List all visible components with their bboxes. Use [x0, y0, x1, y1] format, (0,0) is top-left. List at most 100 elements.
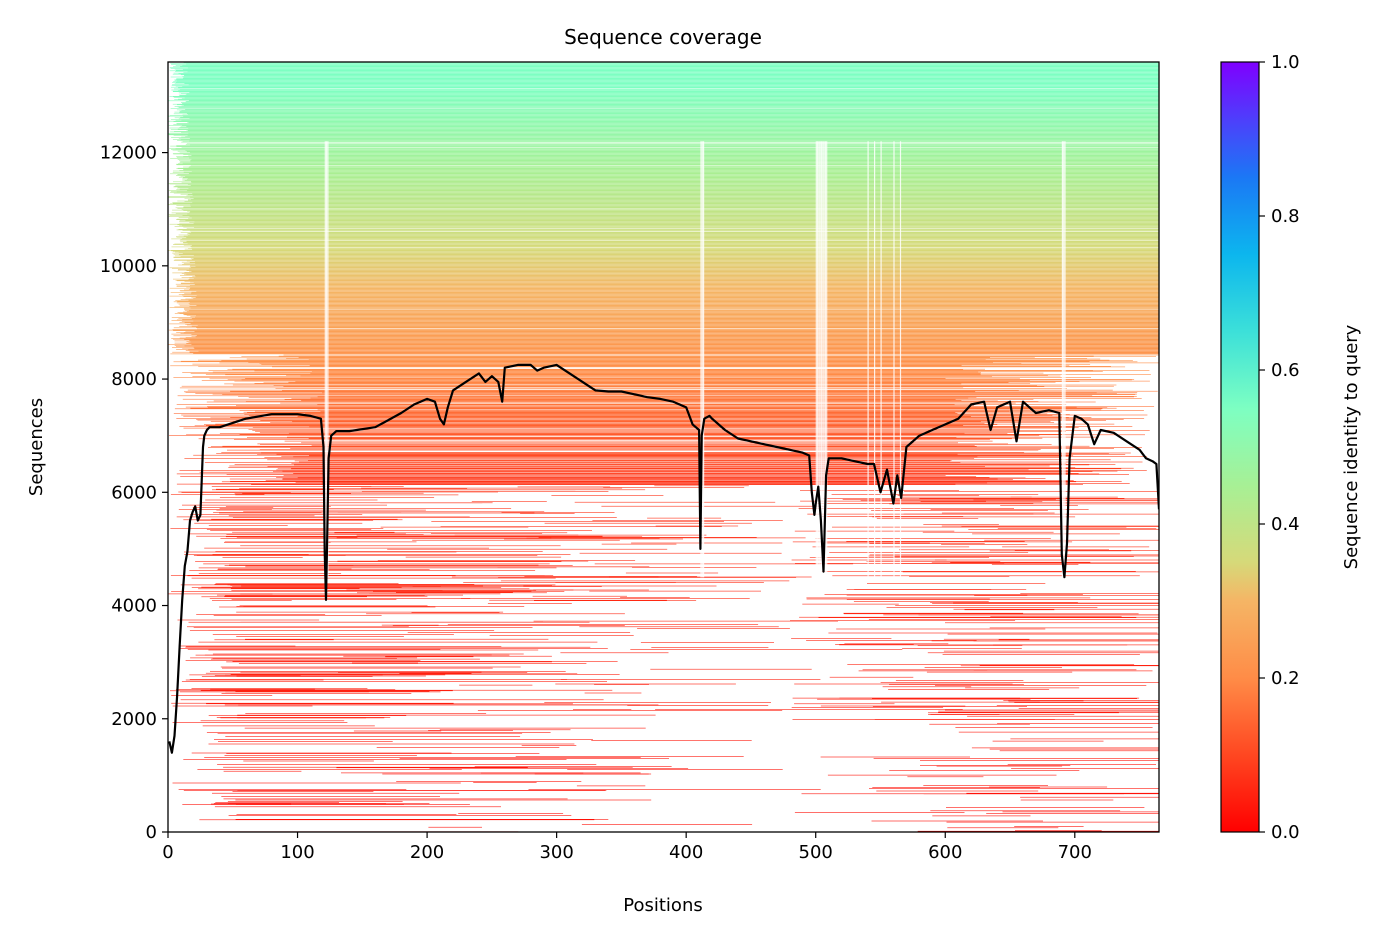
sequence-row — [945, 709, 1159, 711]
sequence-row — [428, 730, 513, 731]
sequence-row — [193, 627, 533, 628]
sequence-row — [170, 191, 1159, 192]
sequence-row — [178, 317, 1159, 319]
sequence-row — [260, 420, 1106, 421]
sequence-row — [254, 383, 1031, 384]
sequence-row — [194, 347, 1159, 349]
sequence-row — [182, 141, 1159, 142]
sequence-row — [181, 119, 1159, 121]
sequence-row — [183, 116, 1159, 117]
sequence-row — [170, 68, 1159, 69]
sequence-row — [179, 160, 1159, 162]
sequence-row — [1018, 708, 1159, 709]
sequence-row — [197, 520, 374, 521]
sequence-row — [182, 230, 1159, 231]
sequence-row — [180, 175, 1159, 177]
y-axis: 0 2000 4000 6000 8000 10000 12000 — [100, 143, 168, 843]
sequence-row — [174, 306, 1159, 308]
sequence-row — [275, 388, 1067, 389]
sequence-row — [194, 425, 992, 427]
sequence-row — [179, 326, 1159, 327]
sequence-row — [190, 407, 1117, 409]
sequence-row — [224, 541, 417, 543]
sequence-row — [195, 393, 1117, 394]
sequence-row — [798, 508, 1014, 509]
sequence-row — [1014, 826, 1084, 827]
sequence-row — [194, 522, 363, 524]
sequence-row — [180, 74, 1159, 76]
sequence-row — [794, 703, 895, 705]
sequence-row — [221, 693, 412, 694]
sequence-row — [182, 102, 1159, 104]
sequence-row — [212, 554, 309, 556]
sequence-row — [181, 136, 1159, 138]
sequence-row — [169, 223, 1159, 225]
sequence-row — [221, 360, 1133, 361]
sequence-row — [361, 487, 623, 489]
sequence-row — [458, 813, 564, 814]
sequence-row — [263, 382, 1009, 384]
sequence-row — [1000, 505, 1078, 506]
sequence-row — [544, 522, 752, 524]
sequence-row — [185, 331, 1159, 333]
sequence-row — [178, 303, 1159, 305]
sequence-row — [188, 128, 1159, 129]
sequence-row — [189, 306, 1159, 307]
sequence-row — [182, 162, 1159, 164]
sequence-row — [236, 636, 404, 637]
sequence-row — [895, 605, 1159, 606]
sequence-row — [919, 498, 1159, 500]
sequence-row — [178, 92, 1159, 94]
sequence-row — [242, 492, 424, 494]
sequence-row — [321, 482, 988, 484]
sequence-row — [214, 584, 475, 585]
sequence-row — [182, 179, 1159, 181]
sequence-row — [175, 689, 396, 690]
sequence-row — [308, 359, 986, 360]
sequence-row — [459, 684, 533, 686]
sequence-row — [178, 176, 1159, 178]
sequence-row — [791, 707, 944, 708]
sequence-row — [206, 732, 551, 733]
sequence-row — [555, 683, 736, 685]
sequence-row — [267, 466, 985, 467]
sequence-row — [192, 363, 1064, 365]
sequence-row — [868, 619, 1159, 620]
sequence-row — [938, 712, 1159, 713]
sequence-row — [872, 787, 1040, 788]
sequence-row — [169, 96, 1159, 97]
sequence-row — [293, 473, 1079, 474]
sequence-row — [356, 534, 579, 536]
sequence-row — [213, 803, 430, 804]
sequence-row — [171, 85, 1159, 86]
sequence-row — [188, 173, 1159, 174]
sequence-row — [195, 265, 1159, 267]
sequence-row — [524, 576, 698, 577]
sequence-row — [170, 203, 1159, 205]
sequence-row — [196, 535, 603, 537]
sequence-row — [198, 438, 1012, 440]
sequence-row — [212, 489, 576, 491]
sequence-row — [196, 304, 1159, 306]
sequence-row — [186, 129, 1159, 131]
sequence-row — [184, 180, 1159, 181]
sequence-row — [346, 589, 574, 591]
sequence-row — [191, 217, 1159, 219]
sequence-row — [192, 376, 992, 377]
sequence-row — [843, 612, 1024, 614]
sequence-row — [881, 701, 1040, 703]
gap-column — [326, 141, 328, 578]
gap-column — [700, 141, 702, 578]
sequence-row — [182, 372, 981, 373]
sequence-row — [843, 613, 1139, 615]
x-tick-label: 0 — [162, 842, 173, 863]
sequence-row — [361, 491, 609, 492]
sequence-row — [179, 322, 1159, 323]
sequence-row — [219, 512, 535, 514]
sequence-row — [187, 122, 1159, 123]
sequence-row — [186, 343, 1159, 344]
sequence-row — [183, 62, 1159, 64]
sequence-row — [185, 176, 1159, 177]
sequence-row — [234, 439, 990, 440]
sequence-row — [216, 488, 334, 490]
